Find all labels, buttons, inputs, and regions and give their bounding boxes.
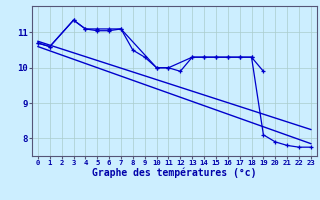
X-axis label: Graphe des températures (°c): Graphe des températures (°c): [92, 168, 257, 178]
